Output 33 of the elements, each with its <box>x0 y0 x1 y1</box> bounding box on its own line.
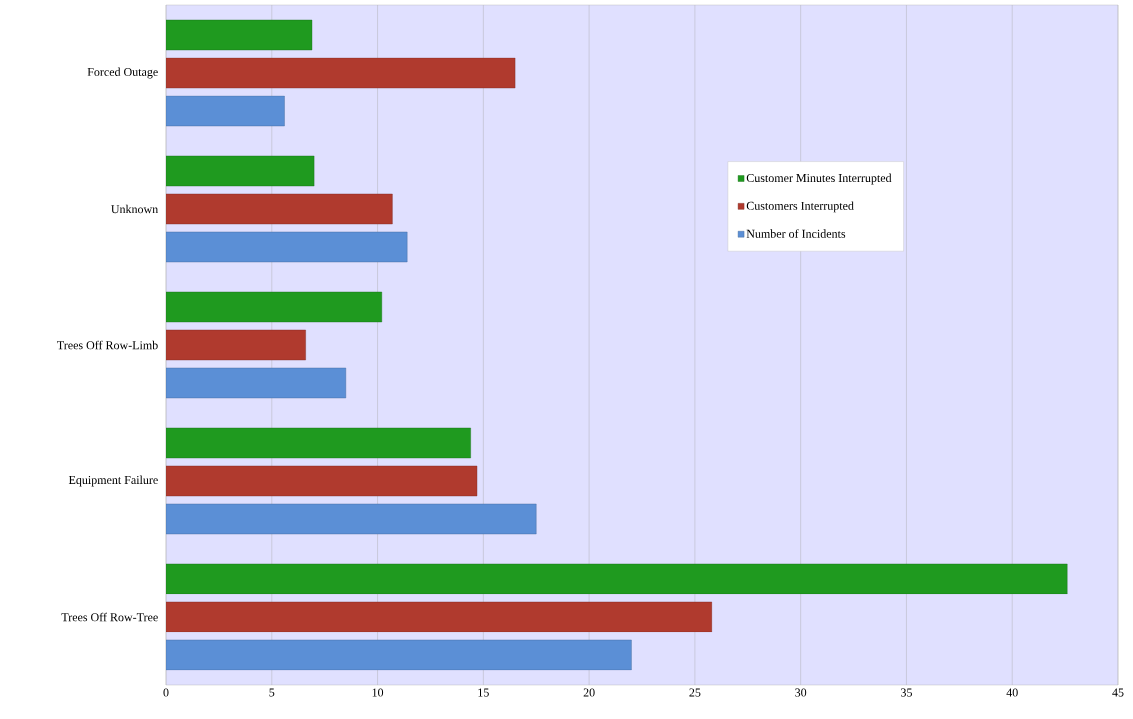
x-tick-label: 20 <box>583 688 595 697</box>
x-tick-label: 0 <box>163 688 169 697</box>
bar <box>166 95 285 127</box>
legend-label: Customer Minutes Interrupted <box>746 173 892 185</box>
bar <box>166 427 471 459</box>
x-tick-label: 45 <box>1112 688 1124 697</box>
y-tick-label: Forced Outage <box>87 67 158 79</box>
bar <box>166 465 478 497</box>
bar <box>166 19 313 51</box>
bar <box>166 367 347 399</box>
bar <box>166 329 306 361</box>
bar <box>166 231 408 263</box>
x-tick-label: 15 <box>478 688 489 697</box>
x-tick-label: 25 <box>689 688 701 697</box>
x-tick-label: 30 <box>795 688 807 697</box>
bar <box>166 503 537 535</box>
bar <box>166 601 713 633</box>
bar <box>166 155 315 187</box>
bar <box>166 639 632 671</box>
y-tick-label: Unknown <box>111 204 159 214</box>
x-tick-label: 40 <box>1006 688 1018 697</box>
bar <box>166 57 516 89</box>
legend-label: Customers Interrupted <box>746 201 854 213</box>
x-tick-label: 5 <box>269 688 275 697</box>
bar <box>166 193 393 225</box>
y-tick-label: Trees Off Row-Limb <box>57 340 158 350</box>
x-tick-label: 35 <box>901 688 912 697</box>
y-tick-label: Trees Off Row-Tree <box>61 612 158 622</box>
bar <box>166 291 382 323</box>
x-tick-label: 10 <box>372 688 384 697</box>
legend-label: Number of Incidents <box>746 229 846 238</box>
bar <box>166 563 1068 595</box>
y-tick-label: Equipment Failure <box>68 475 158 487</box>
